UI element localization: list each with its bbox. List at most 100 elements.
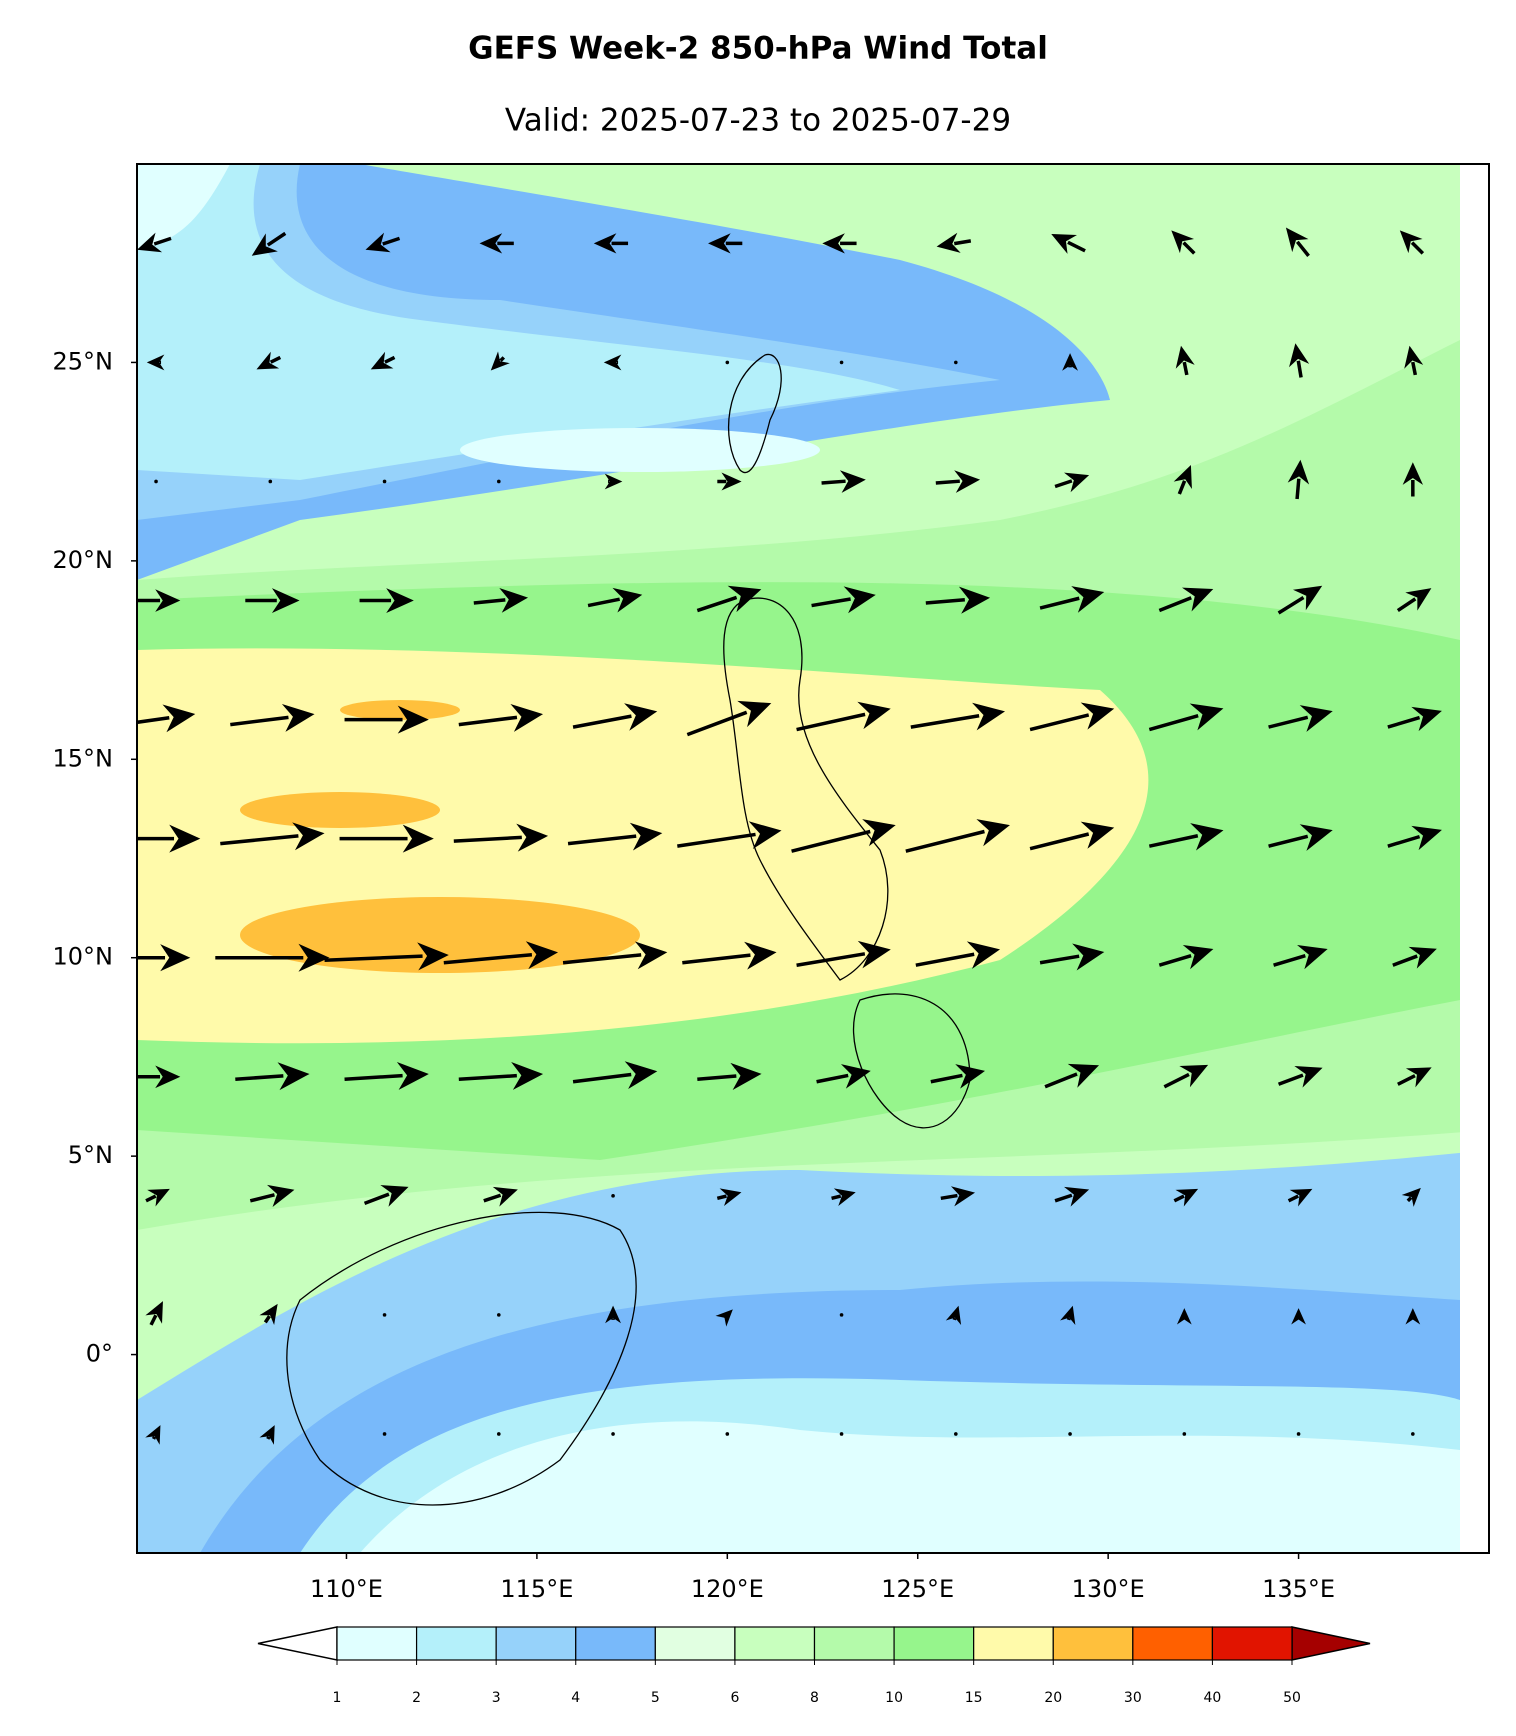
wind-arrow [1039, 586, 1105, 613]
wind-arrow [940, 1186, 976, 1207]
wind-arrow [259, 1303, 278, 1326]
wind-arrow [605, 1305, 621, 1324]
wind-arrow [1387, 825, 1442, 851]
chart-title: GEFS Week-2 850-hPa Wind Total [468, 31, 1048, 67]
wind-arrow [1289, 343, 1310, 378]
colorbar-box [575, 1626, 656, 1661]
y-tick-label: 25°N [53, 347, 114, 375]
wind-arrow [497, 479, 501, 484]
colorbar-box [495, 1626, 577, 1661]
wind-arrow [930, 1064, 985, 1089]
colorbar-label: 20 [1044, 1690, 1062, 1706]
wind-arrow [215, 943, 330, 972]
wind-arrow [572, 1061, 658, 1089]
wind-arrow [1060, 1305, 1076, 1326]
wind-arrow [1397, 1067, 1432, 1088]
wind-arrow [696, 585, 762, 613]
x-tick-label: 125°E [881, 1575, 954, 1603]
colorbar-over [1291, 1626, 1371, 1661]
map-layer: 110°E 115°E 120°E 125°E 130°E 135°E 0° 5°N 10°N 1… [53, 227, 1442, 1706]
wind-arrow [230, 704, 315, 732]
chart-subtitle: Valid: 2025-07-23 to 2025-07-29 [505, 103, 1011, 139]
wind-arrow [1173, 1188, 1199, 1207]
colorbar-label: 8 [810, 1690, 819, 1706]
colorbar-box [734, 1626, 816, 1661]
colorbar-label: 1 [333, 1690, 342, 1706]
wind-arrow [936, 232, 972, 253]
wind-arrow [715, 1309, 733, 1327]
wind-arrow [1268, 705, 1333, 732]
wind-arrow [479, 233, 514, 254]
wind-arrow [905, 819, 1010, 853]
wind-arrow [593, 233, 629, 254]
contour-fill [137, 164, 1489, 1553]
wind-arrow [831, 1188, 856, 1207]
wind-arrow [324, 942, 449, 971]
wind-arrow [1068, 1432, 1072, 1436]
wind-arrow [791, 819, 896, 853]
colorbar-label: 10 [885, 1690, 903, 1706]
wind-arrow [443, 941, 559, 970]
wind-arrow [458, 1061, 544, 1090]
colorbar-label: 30 [1124, 1690, 1142, 1706]
wind-arrow [811, 586, 876, 614]
wind-arrow [1029, 821, 1115, 851]
wind-arrow [1296, 1432, 1301, 1436]
y-tick-label: 20°N [53, 546, 114, 574]
wind-arrow [1285, 227, 1310, 257]
wind-arrow [611, 1432, 615, 1436]
wind-arrow [796, 701, 891, 732]
wind-arrow [490, 351, 510, 371]
colorbar-box [654, 1626, 736, 1661]
colorbar-box [893, 1626, 975, 1661]
wind-arrow [483, 1186, 518, 1207]
wind-arrow [717, 472, 742, 491]
wind-arrow [1158, 587, 1214, 613]
wind-arrow [603, 354, 622, 371]
wind-arrow [497, 1432, 501, 1436]
wind-arrow [154, 479, 158, 484]
wind-arrow [1051, 233, 1086, 254]
wind-arrow [611, 1194, 615, 1198]
wind-arrow [1163, 1064, 1209, 1089]
wind-arrow [604, 473, 623, 490]
wind-arrow [725, 1432, 730, 1436]
colorbar-label: 3 [492, 1690, 501, 1706]
wind-arrow [1273, 944, 1328, 970]
wind-arrow [572, 703, 658, 731]
y-tick-label: 10°N [53, 943, 114, 971]
wind-arrow [1039, 943, 1105, 971]
wind-arrow [686, 700, 772, 737]
wind-arrow [1054, 1186, 1090, 1207]
wind-arrow [137, 944, 191, 972]
wind-arrow [1176, 1308, 1192, 1325]
wind-arrow [677, 821, 782, 849]
wind-arrow [268, 479, 273, 484]
wind-arrow [1175, 345, 1195, 376]
wind-arrow [1387, 706, 1442, 732]
wind-arrow [259, 1425, 275, 1445]
wind-arrow [453, 823, 549, 852]
y-tick-label: 0° [86, 1340, 113, 1368]
wind-arrow [145, 1301, 163, 1326]
y-tick-label: 5°N [68, 1141, 113, 1169]
wind-arrow [256, 351, 282, 370]
wind-arrow [344, 705, 429, 734]
colorbar-box [1052, 1626, 1134, 1661]
colorbar-label: 6 [730, 1690, 739, 1706]
wind-arrow [562, 941, 668, 970]
wind-arrow [822, 233, 857, 254]
wind-arrow [1054, 472, 1090, 493]
colorbar-box [973, 1626, 1054, 1661]
wind-arrow [137, 589, 181, 612]
colorbar-under [257, 1626, 338, 1661]
wind-arrow [1402, 462, 1424, 497]
wind-arrow [359, 588, 414, 613]
wind-arrow [796, 940, 891, 969]
colorbar-label: 15 [965, 1690, 983, 1706]
y-tick-label: 15°N [53, 744, 114, 772]
wind-arrow [821, 470, 866, 493]
wind-arrow [235, 1062, 310, 1091]
wind-arrow [1399, 230, 1425, 255]
wind-arrow [1396, 588, 1432, 612]
